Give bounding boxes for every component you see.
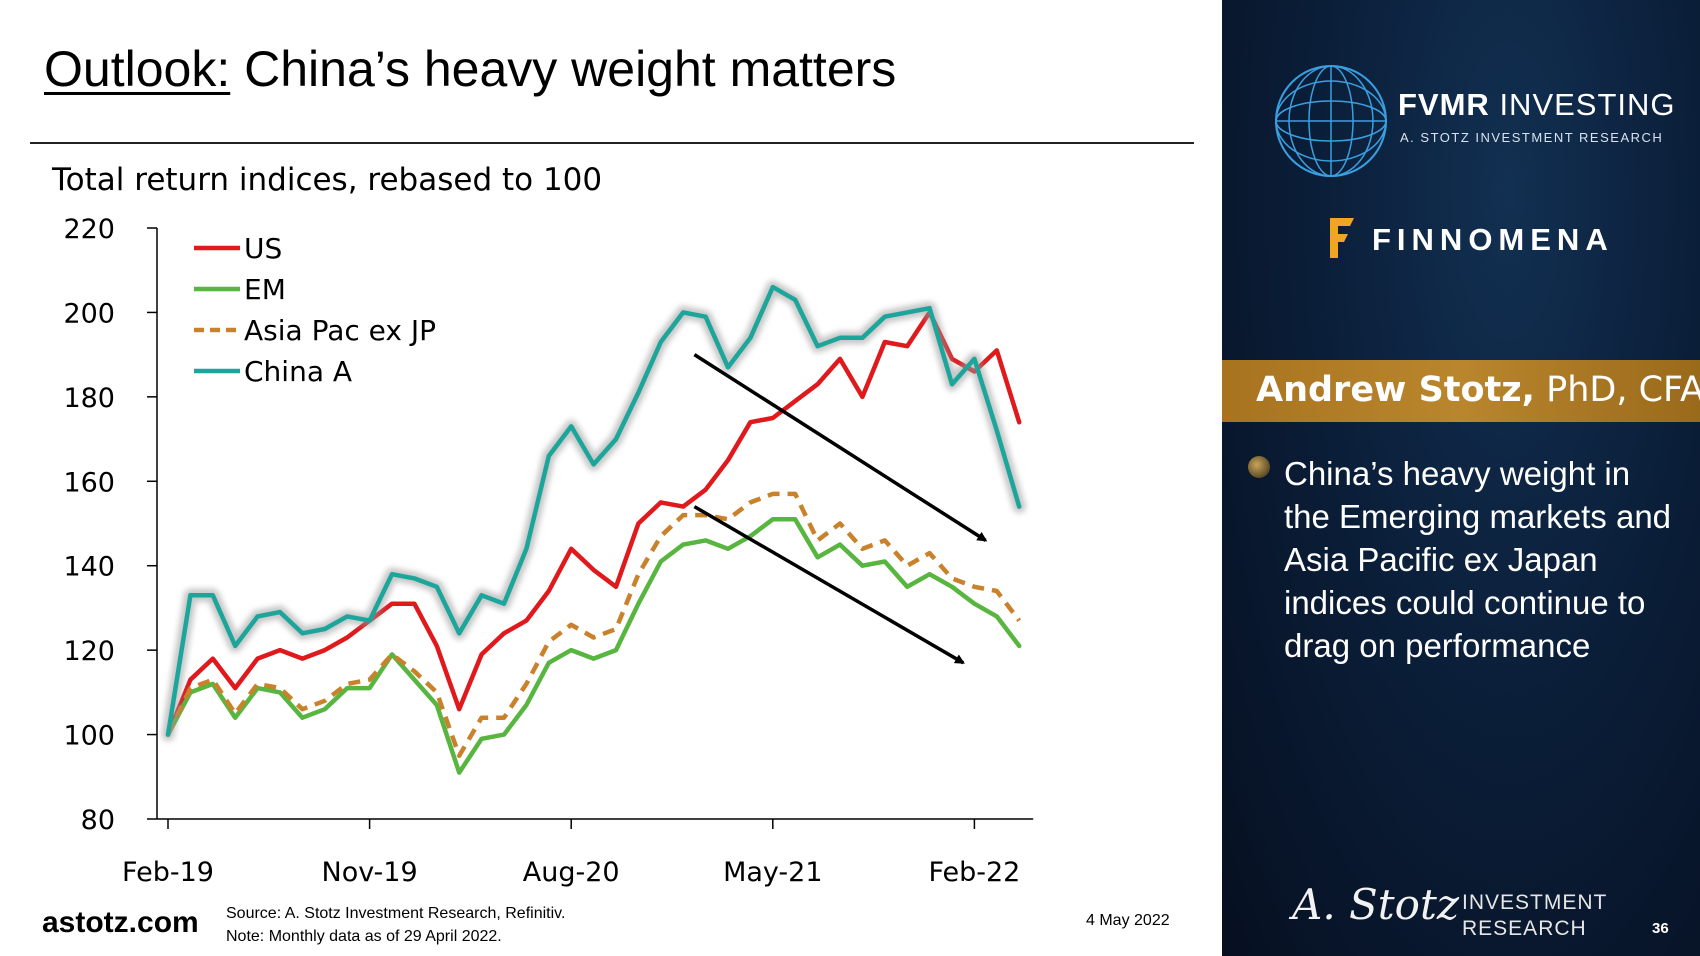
y-tick-label: 120 [63, 636, 115, 667]
y-tick-label: 200 [63, 298, 115, 329]
x-tick-label: May-21 [723, 857, 822, 888]
presenter-credentials: PhD, CFA [1534, 370, 1700, 410]
presenter-text: Andrew Stotz, PhD, CFA [1256, 370, 1700, 410]
page-number: 36 [1652, 920, 1669, 937]
site-url[interactable]: astotz.com [42, 906, 199, 939]
chart-annotations [693, 353, 988, 665]
note-line: Note: Monthly data as of 29 April 2022. [226, 928, 502, 945]
x-tick-label: Nov-19 [322, 857, 418, 888]
bullet-point: China’s heavy weight in the Emerging mar… [1284, 455, 1672, 664]
y-tick-label: 220 [63, 214, 115, 245]
title-divider [30, 142, 1194, 144]
source-line: Source: A. Stotz Investment Research, Re… [226, 905, 566, 922]
presenter-banner: Andrew Stotz, PhD, CFA [1222, 360, 1700, 422]
signature-line-1: INVESTMENT [1462, 891, 1608, 914]
y-tick-label: 160 [63, 467, 115, 498]
legend-label-em: EM [244, 273, 286, 306]
title-keyword: Outlook: [44, 41, 231, 97]
brand-name-rest: INVESTING [1489, 87, 1676, 122]
brand-subtitle: A. STOTZ INVESTMENT RESEARCH [1400, 130, 1664, 145]
signature-caption: INVESTMENT RESEARCH [1462, 890, 1607, 942]
legend-label-china-a: China A [244, 355, 352, 388]
brand-name: FVMR INVESTING [1398, 87, 1676, 123]
series-china-a-line [165, 284, 1022, 737]
finnomena-logo-icon [1330, 218, 1354, 258]
slide-date: 4 May 2022 [1086, 912, 1170, 929]
trend-arrow-2 [693, 505, 965, 665]
legend-label-us: US [244, 232, 282, 265]
chart-legend: US EM Asia Pac ex JP China A [194, 232, 436, 388]
chart-axes: 80 100 120 140 160 180 200 220 Feb-19 Nov-19 Aug-2… [63, 214, 1034, 888]
bullet-globe-icon [1248, 456, 1270, 478]
y-tick-label: 100 [63, 721, 115, 752]
presenter-name: Andrew Stotz, [1256, 370, 1535, 410]
chart-subtitle: Total return indices, rebased to 100 [52, 162, 603, 198]
line-chart: 80 100 120 140 160 180 200 220 Feb-19 Nov-19 Aug-2… [63, 214, 1034, 888]
slide-title: Outlook: China’s heavy weight matters [44, 40, 896, 98]
legend-label-asia-pac-ex-jp: Asia Pac ex JP [244, 314, 436, 347]
x-tick-label: Feb-22 [928, 857, 1020, 888]
signature-logo: A. Stotz [1292, 880, 1459, 929]
slide-main: Outlook: China’s heavy weight matters To… [30, 40, 1194, 948]
globe-icon [1275, 65, 1387, 177]
sidebar-panel: FVMR INVESTING A. STOTZ INVESTMENT RESEA… [1222, 0, 1700, 956]
title-rest: China’s heavy weight matters [230, 41, 897, 97]
trend-arrow-1 [693, 353, 988, 542]
series-asia-pac-ex-jp-line [165, 491, 1021, 758]
series-em-line [165, 517, 1022, 775]
y-tick-label: 140 [63, 552, 115, 583]
x-tick-label: Feb-19 [122, 857, 214, 888]
y-tick-label: 80 [81, 805, 115, 836]
brand-name-bold: FVMR [1398, 87, 1490, 122]
chart-series [161, 280, 1026, 775]
series-us-line [165, 310, 1022, 737]
partner-name: FINNOMENA [1372, 222, 1614, 257]
source-note: Source: A. Stotz Investment Research, Re… [226, 902, 565, 948]
x-tick-label: Aug-20 [523, 857, 620, 888]
y-tick-label: 180 [63, 383, 115, 414]
signature-line-2: RESEARCH [1462, 917, 1587, 940]
